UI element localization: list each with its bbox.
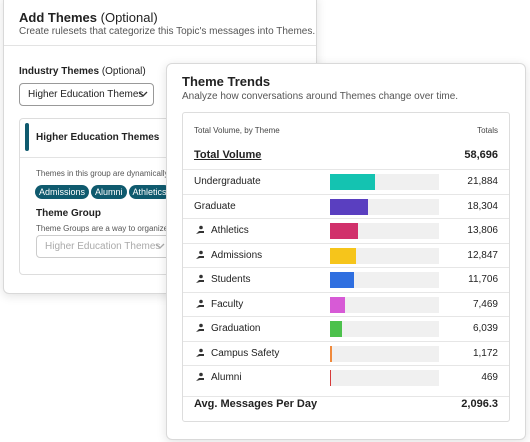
total-value: 58,696 (464, 149, 498, 161)
header-totals: Totals (477, 126, 498, 135)
bar-track (330, 247, 439, 264)
bar-track (330, 370, 439, 386)
bar-track (330, 296, 439, 313)
chip[interactable]: Alumni (91, 185, 127, 199)
theme-icon (196, 274, 204, 283)
icon-wrap (195, 250, 206, 263)
theme-icon (196, 250, 204, 259)
theme-icon (196, 323, 204, 332)
theme-total: 6,039 (472, 323, 498, 334)
theme-total: 13,806 (467, 225, 498, 236)
theme-row: Undergraduate 21,884 (183, 169, 509, 194)
theme-row: Campus Safety 1,172 (183, 340, 509, 366)
icon-wrap (195, 274, 206, 287)
theme-row: Athletics 13,806 (183, 218, 509, 243)
theme-row: Students 11,706 (183, 267, 509, 292)
theme-icon (196, 348, 204, 357)
theme-total: 11,706 (468, 274, 498, 285)
chip[interactable]: Admissions (35, 185, 90, 199)
select-text: Higher Education Themes (45, 241, 161, 252)
icon-wrap (195, 225, 206, 238)
theme-name: Alumni (211, 372, 242, 383)
subtitle: Create rulesets that categorize this Top… (19, 26, 316, 37)
bar (330, 247, 357, 264)
bar (330, 345, 333, 362)
group-description: Themes in this group are dynamically g (36, 169, 176, 178)
theme-icon (196, 299, 204, 308)
theme-name: Graduation (211, 323, 261, 334)
bar-track (330, 321, 439, 337)
theme-name: Campus Safety (211, 347, 280, 359)
theme-group-label: Theme Group (36, 208, 102, 219)
title: Theme Trends (182, 74, 271, 89)
accent (25, 123, 29, 151)
theme-name: Graduate (194, 200, 236, 212)
bar (330, 174, 375, 190)
bar-track (330, 223, 439, 239)
bar (330, 272, 355, 288)
header-label: Total Volume, by Theme (194, 126, 280, 135)
bar (330, 198, 368, 215)
theme-name: Undergraduate (194, 176, 261, 187)
bar (330, 370, 331, 386)
theme-row: Faculty 7,469 (183, 291, 509, 317)
chevron (155, 243, 165, 249)
bar-track (330, 345, 439, 362)
label: Industry Themes (19, 66, 100, 77)
theme-total: 21,884 (467, 176, 498, 187)
theme-name: Athletics (211, 225, 249, 236)
bar (330, 223, 359, 239)
industry-label: Industry Themes (Optional) (19, 66, 146, 77)
bar-track (330, 272, 439, 288)
bar-track (330, 198, 439, 215)
avg-label: Avg. Messages Per Day (194, 398, 318, 410)
chevron (138, 91, 148, 97)
title-suffix: (Optional) (100, 10, 158, 25)
theme-icon (196, 372, 204, 381)
group-title: Higher Education Themes (36, 132, 160, 143)
theme-trends-card: Theme Trends Analyze how conversations a… (166, 63, 526, 440)
dropdown-text: Higher Education Themes (28, 89, 144, 100)
volume-box: Total Volume, by Theme Totals Total Volu… (182, 112, 510, 422)
label-suffix: (Optional) (101, 66, 146, 77)
divider (183, 396, 509, 397)
icon-wrap (195, 323, 206, 336)
theme-row: Graduate 18,304 (183, 193, 509, 219)
bar (330, 296, 346, 313)
heading: Add Themes (Optional) (19, 10, 158, 25)
theme-row: Admissions 12,847 (183, 242, 509, 268)
theme-icon (196, 225, 204, 234)
icon-wrap (195, 299, 206, 312)
theme-group-description: Theme Groups are a way to organize r (36, 224, 173, 233)
theme-total: 18,304 (467, 200, 498, 212)
total-label[interactable]: Total Volume (194, 149, 262, 161)
theme-name: Faculty (211, 298, 244, 310)
chip[interactable]: Athletics (128, 185, 171, 199)
theme-total: 7,469 (472, 298, 498, 310)
icon-wrap (195, 348, 206, 361)
theme-total: 469 (481, 372, 498, 383)
subtitle: Analyze how conversations around Themes … (182, 91, 459, 102)
theme-name: Students (211, 274, 251, 285)
dropdown[interactable]: Higher Education Themes (19, 83, 154, 106)
avg-value: 2,096.3 (461, 398, 498, 410)
bar (330, 321, 343, 337)
theme-total: 12,847 (467, 249, 498, 261)
theme-total: 1,172 (472, 347, 498, 359)
theme-row: Alumni 469 (183, 365, 509, 390)
icon-wrap (195, 372, 206, 385)
bar-track (330, 174, 439, 190)
theme-name: Admissions (211, 249, 263, 261)
theme-row: Graduation 6,039 (183, 316, 509, 341)
theme-group-select[interactable]: Higher Education Themes (36, 235, 172, 258)
divider (4, 45, 316, 46)
title: Add Themes (19, 10, 98, 25)
